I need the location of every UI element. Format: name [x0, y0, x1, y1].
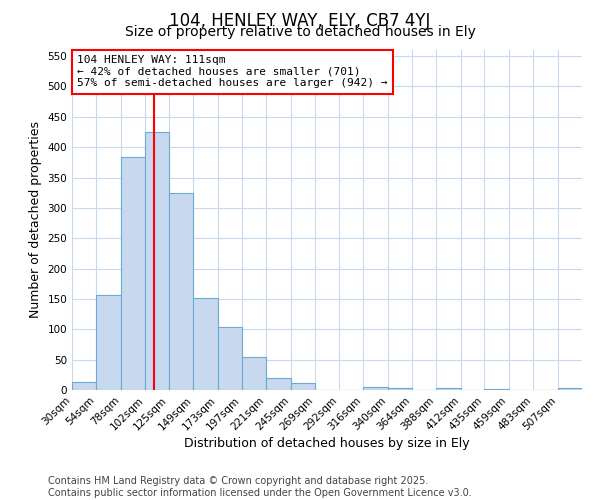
Y-axis label: Number of detached properties: Number of detached properties	[29, 122, 42, 318]
Bar	[242, 356, 266, 390]
Bar	[484, 389, 509, 390]
Text: 104 HENLEY WAY: 111sqm
← 42% of detached houses are smaller (701)
57% of semi-de: 104 HENLEY WAY: 111sqm ← 42% of detached…	[77, 55, 388, 88]
Bar	[169, 192, 193, 390]
Bar	[193, 298, 218, 390]
Bar	[436, 388, 461, 390]
Bar	[145, 132, 169, 390]
Text: 104, HENLEY WAY, ELY, CB7 4YJ: 104, HENLEY WAY, ELY, CB7 4YJ	[169, 12, 431, 30]
Bar	[557, 388, 582, 390]
Bar	[363, 387, 388, 390]
Bar	[72, 382, 97, 390]
Bar	[121, 158, 145, 390]
Bar	[218, 328, 242, 390]
Bar	[266, 378, 291, 390]
X-axis label: Distribution of detached houses by size in Ely: Distribution of detached houses by size …	[184, 438, 470, 450]
Bar	[291, 382, 315, 390]
Text: Size of property relative to detached houses in Ely: Size of property relative to detached ho…	[125, 25, 475, 39]
Bar	[97, 294, 121, 390]
Bar	[388, 388, 412, 390]
Text: Contains HM Land Registry data © Crown copyright and database right 2025.
Contai: Contains HM Land Registry data © Crown c…	[48, 476, 472, 498]
